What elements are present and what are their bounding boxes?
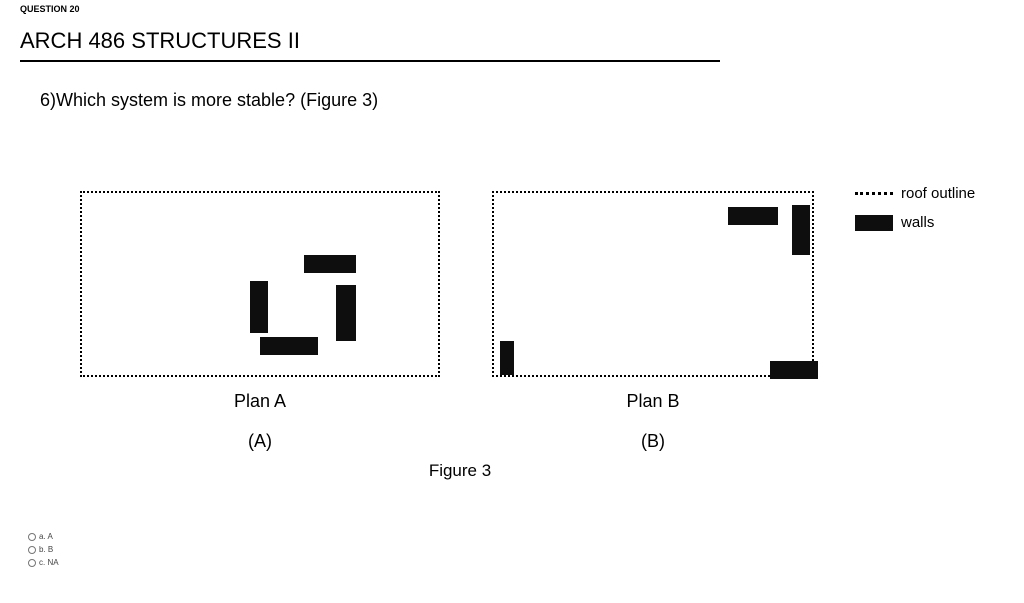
plan-b-wall [770, 361, 818, 379]
plan-a-wall [250, 281, 268, 333]
question-number: QUESTION 20 [20, 0, 1004, 14]
legend: roof outline walls [855, 185, 975, 243]
plan-a-wall [336, 285, 356, 341]
plan-a-box [80, 191, 440, 377]
radio-c[interactable] [28, 559, 36, 567]
plan-b-wall [728, 207, 778, 225]
plan-b-label: Plan B [492, 391, 814, 412]
legend-solid-swatch [855, 215, 893, 231]
answer-c-text: c. NA [39, 557, 59, 569]
legend-walls-text: walls [901, 214, 934, 231]
legend-roof-text: roof outline [901, 185, 975, 202]
answer-options: a. A b. B c. NA [28, 531, 1004, 569]
plan-b-wall [500, 341, 514, 375]
figure-caption: Figure 3 [400, 461, 520, 481]
radio-b[interactable] [28, 546, 36, 554]
answer-b-text: b. B [39, 544, 53, 556]
answer-option-c[interactable]: c. NA [28, 557, 1004, 569]
legend-roof-outline: roof outline [855, 185, 975, 202]
answer-option-b[interactable]: b. B [28, 544, 1004, 556]
legend-walls: walls [855, 214, 975, 231]
plan-a-label: Plan A [80, 391, 440, 412]
option-a-label: (A) [80, 431, 440, 452]
question-text: 6)Which system is more stable? (Figure 3… [40, 90, 1004, 111]
plan-b-wall [792, 205, 810, 255]
answer-a-text: a. A [39, 531, 53, 543]
answer-option-a[interactable]: a. A [28, 531, 1004, 543]
plan-b-box [492, 191, 814, 377]
plan-a-wall [304, 255, 356, 273]
figure-area: Plan A Plan B (A) (B) Figure 3 roof outl… [20, 191, 1004, 511]
legend-dots-swatch [855, 192, 893, 195]
radio-a[interactable] [28, 533, 36, 541]
option-b-label: (B) [492, 431, 814, 452]
course-title: ARCH 486 STRUCTURES II [20, 28, 720, 62]
plan-a-wall [260, 337, 318, 355]
